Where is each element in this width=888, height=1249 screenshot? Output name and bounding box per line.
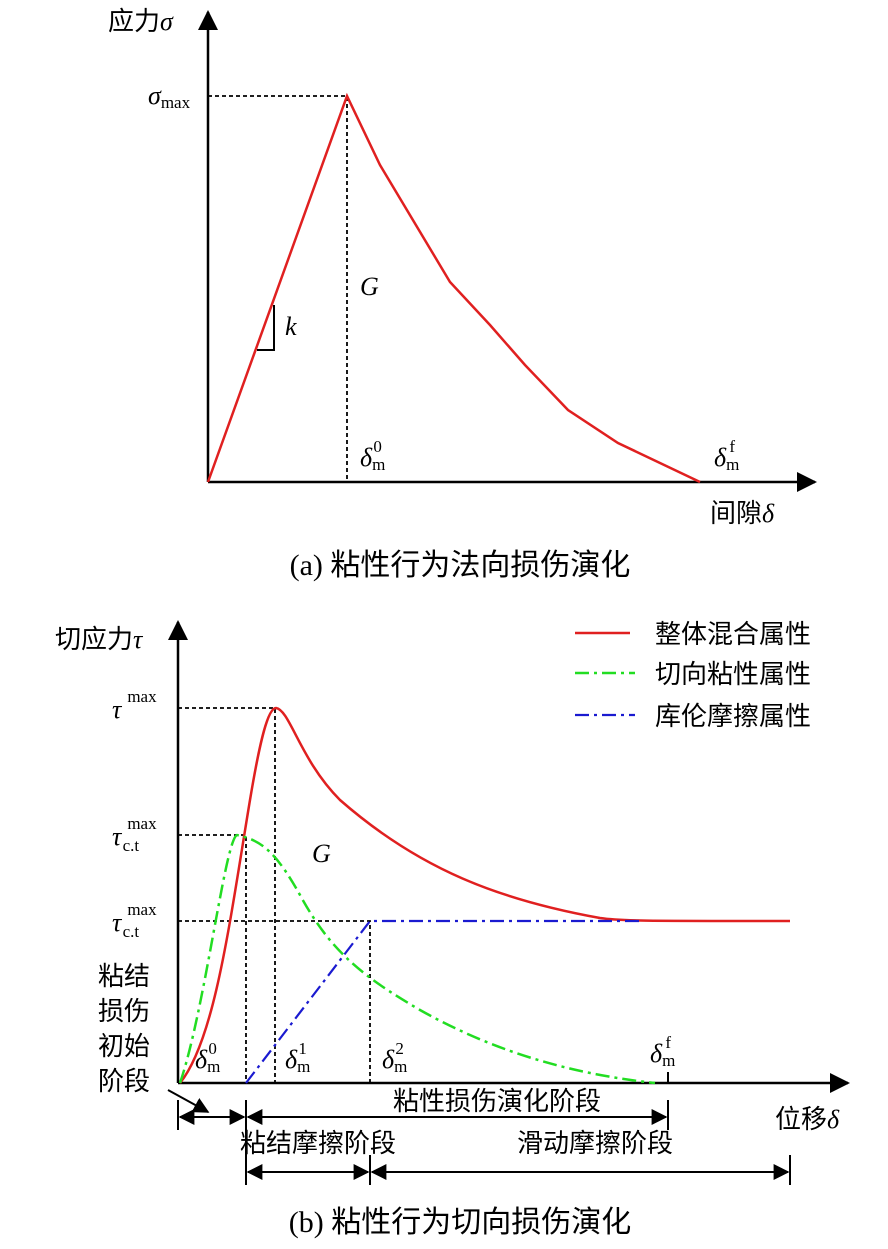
- delta-label: δm2: [382, 1039, 407, 1076]
- stage-label: 损伤: [98, 997, 150, 1026]
- legend-label: 整体混合属性: [655, 620, 811, 649]
- normal-chart: 应力σ σmax G k δm0 δmf 间隙δ (a) 粘性行为法向损伤演化: [108, 7, 817, 582]
- caption: (a) 粘性行为法向损伤演化: [290, 549, 631, 582]
- cohesive-curve: [178, 833, 656, 1085]
- slope-mark: [257, 305, 275, 351]
- tau-label: τ max c.t: [112, 814, 157, 855]
- delta-label: δm1: [285, 1039, 310, 1076]
- tau-label: τ max: [112, 687, 157, 724]
- slope-label: k: [285, 312, 297, 341]
- y-label: 应力σ: [108, 7, 174, 36]
- stage-label: 初始: [98, 1032, 150, 1061]
- friction-curve: [245, 919, 640, 1084]
- stage-label: 滑动摩擦阶段: [517, 1129, 673, 1158]
- legend-label: 库伦摩擦属性: [655, 702, 811, 731]
- y-label: 切应力τ: [55, 625, 144, 654]
- delta-label: δm0: [360, 437, 385, 474]
- delta-label: δmf: [714, 437, 739, 474]
- peak-label: σmax: [148, 81, 191, 112]
- area-label: G: [312, 839, 331, 868]
- delta-label: δmf: [650, 1033, 675, 1070]
- tau-label: τ max c.t: [112, 900, 157, 941]
- stage-label: 粘结: [98, 962, 150, 991]
- stage-label: 阶段: [98, 1067, 150, 1096]
- stage-label: 粘结摩擦阶段: [240, 1129, 396, 1158]
- x-label: 位移δ: [775, 1105, 840, 1134]
- area-label: G: [360, 272, 379, 301]
- delta-label: δm0: [195, 1039, 220, 1076]
- mixed-curve: [179, 706, 791, 1084]
- curve: [206, 92, 701, 484]
- guide-line: [178, 707, 276, 1083]
- legend-label: 切向粘性属性: [655, 660, 811, 689]
- shear-chart: 整体混合属性 切向粘性属性 库伦摩擦属性 切应力τ τ max τ max c.t τ…: [55, 620, 850, 1239]
- guide-line: [178, 920, 371, 1083]
- x-label: 间隙δ: [710, 499, 775, 528]
- guide-line: [178, 834, 247, 1083]
- stage-label: 粘性损伤演化阶段: [393, 1087, 601, 1116]
- pointer-arrow: [167, 1089, 210, 1113]
- caption: (b) 粘性行为切向损伤演化: [289, 1206, 631, 1239]
